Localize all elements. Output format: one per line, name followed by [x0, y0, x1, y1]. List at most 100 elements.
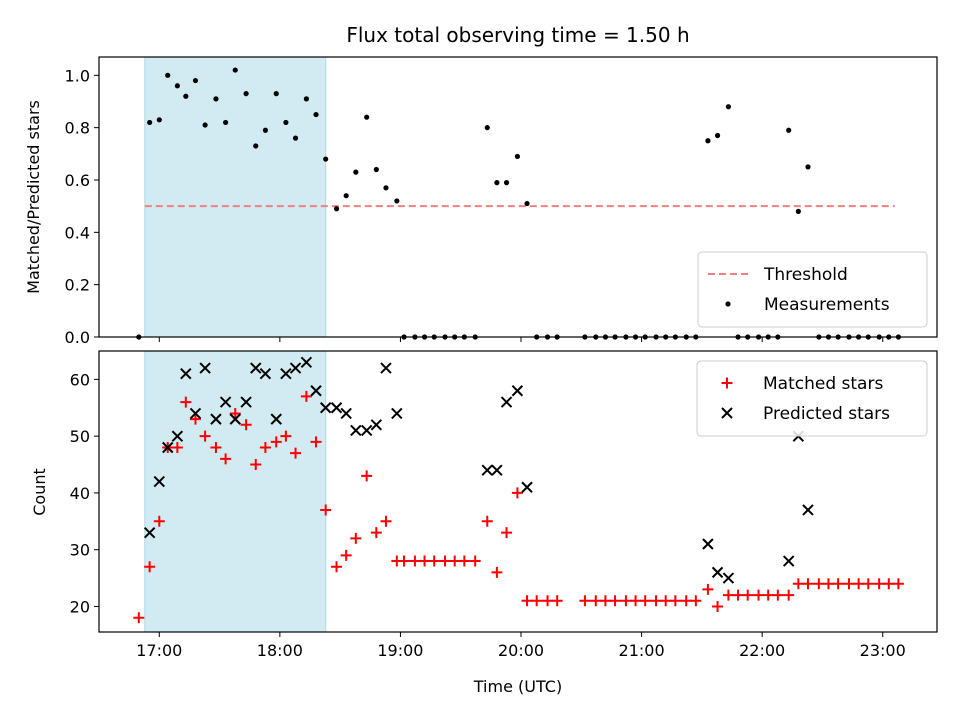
ratio-point-0-23 [364, 114, 370, 120]
count-point-0-58 [732, 589, 744, 601]
count-point-1-33 [722, 572, 735, 584]
count-point-0-37 [501, 527, 513, 539]
count-point-1-3 [171, 430, 184, 442]
ratio-point-0-3 [165, 72, 171, 78]
count-point-1-21 [350, 424, 362, 437]
ratio-point-0-18 [313, 111, 319, 118]
count-point-0-67 [822, 578, 834, 590]
count-point-0-38 [511, 487, 523, 499]
count-point-0-24 [370, 527, 382, 539]
count-y-axis-label: Count [30, 468, 49, 516]
count-point-0-43 [579, 595, 591, 607]
count-point-0-49 [639, 595, 651, 607]
count-point-1-9 [229, 413, 241, 425]
count-series-1 [143, 356, 814, 584]
count-point-1-31 [702, 538, 714, 550]
count-point-0-68 [832, 578, 844, 590]
count-point-0-27 [398, 555, 410, 567]
count-point-0-0 [133, 612, 145, 624]
xtick-label: 23:00 [860, 641, 906, 660]
count-point-1-26 [481, 464, 493, 476]
count-point-1-0 [143, 526, 156, 539]
count-point-0-12 [250, 459, 262, 471]
count-point-0-19 [320, 504, 332, 516]
count-point-0-10 [229, 407, 241, 419]
legend-label: Measurements [764, 295, 890, 315]
count-axes-frame [98, 350, 938, 633]
ratio-point-0-17 [303, 96, 309, 102]
count-point-0-34 [469, 555, 481, 567]
count-point-1-19 [330, 402, 343, 414]
xtick-label: 22:00 [739, 641, 785, 660]
count-point-0-53 [680, 595, 692, 607]
count-point-1-24 [380, 362, 392, 374]
count-point-1-10 [240, 396, 252, 408]
ratio-ytick-label: 0.2 [65, 276, 90, 295]
ratio-point-0-26 [394, 198, 400, 204]
ratio-point-0-35 [484, 125, 490, 131]
count-point-0-42 [551, 595, 563, 607]
count-point-1-15 [289, 362, 302, 374]
count-observing-window [144, 350, 327, 633]
count-point-0-61 [762, 589, 774, 601]
count-point-1-14 [280, 367, 292, 380]
ratio-observing-window [144, 56, 327, 338]
count-point-0-63 [783, 589, 795, 601]
count-point-0-5 [180, 396, 192, 408]
count-point-0-1 [144, 561, 156, 573]
ratio-point-0-21 [343, 193, 349, 199]
count-point-0-16 [290, 447, 302, 459]
count-point-0-28 [409, 555, 421, 567]
count-point-0-15 [280, 430, 292, 442]
count-point-1-30 [521, 481, 533, 493]
count-point-0-9 [220, 453, 232, 465]
count-point-0-40 [531, 595, 543, 607]
count-point-0-2 [153, 515, 165, 527]
count-point-1-13 [270, 413, 282, 425]
legend-label: Matched stars [763, 374, 883, 394]
count-point-0-4 [171, 442, 183, 454]
count-point-0-44 [590, 595, 602, 607]
ratio-point-0-15 [283, 119, 289, 126]
count-point-1-29 [511, 385, 524, 397]
ratio-point-0-65 [805, 164, 811, 170]
ratio-point-0-39 [524, 200, 530, 207]
count-point-0-66 [813, 578, 825, 590]
count-point-0-52 [669, 595, 681, 607]
count-point-1-17 [310, 385, 322, 397]
ratio-point-0-25 [383, 185, 389, 191]
ratio-point-0-5 [183, 93, 189, 99]
ratio-point-0-6 [192, 77, 199, 84]
ratio-point-0-16 [292, 135, 299, 141]
count-ytick-label: 50 [70, 427, 90, 446]
count-point-1-12 [259, 367, 272, 380]
ratio-point-0-36 [494, 180, 500, 186]
count-point-1-20 [340, 407, 352, 420]
xtick-label: 20:00 [498, 641, 544, 660]
ratio-point-0-7 [202, 122, 208, 128]
ratio-panel: 0.0 0.2 0.4 0.6 0.8 1.0 Threshold Measurements [65, 56, 938, 347]
count-point-0-69 [843, 578, 855, 590]
count-point-1-11 [250, 362, 262, 374]
ratio-point-0-2 [156, 117, 162, 123]
count-point-0-48 [630, 595, 642, 607]
count-point-0-14 [270, 436, 282, 448]
xtick-label: 18:00 [257, 641, 303, 660]
count-point-1-8 [219, 396, 232, 408]
ratio-point-0-11 [243, 91, 249, 97]
count-point-0-7 [199, 430, 211, 442]
count-point-0-41 [542, 595, 554, 607]
count-point-0-25 [380, 515, 392, 527]
legend-handle-1 [725, 301, 731, 307]
xtick-label: 17:00 [136, 641, 182, 660]
count-point-1-6 [199, 362, 211, 374]
count-point-0-59 [742, 589, 754, 601]
count-point-1-2 [162, 441, 174, 454]
count-point-1-5 [189, 407, 202, 420]
ratio-point-0-9 [223, 119, 229, 126]
count-point-1-25 [391, 407, 403, 420]
count-point-0-23 [361, 470, 373, 482]
count-point-0-46 [609, 595, 621, 607]
count-point-1-32 [711, 566, 724, 579]
